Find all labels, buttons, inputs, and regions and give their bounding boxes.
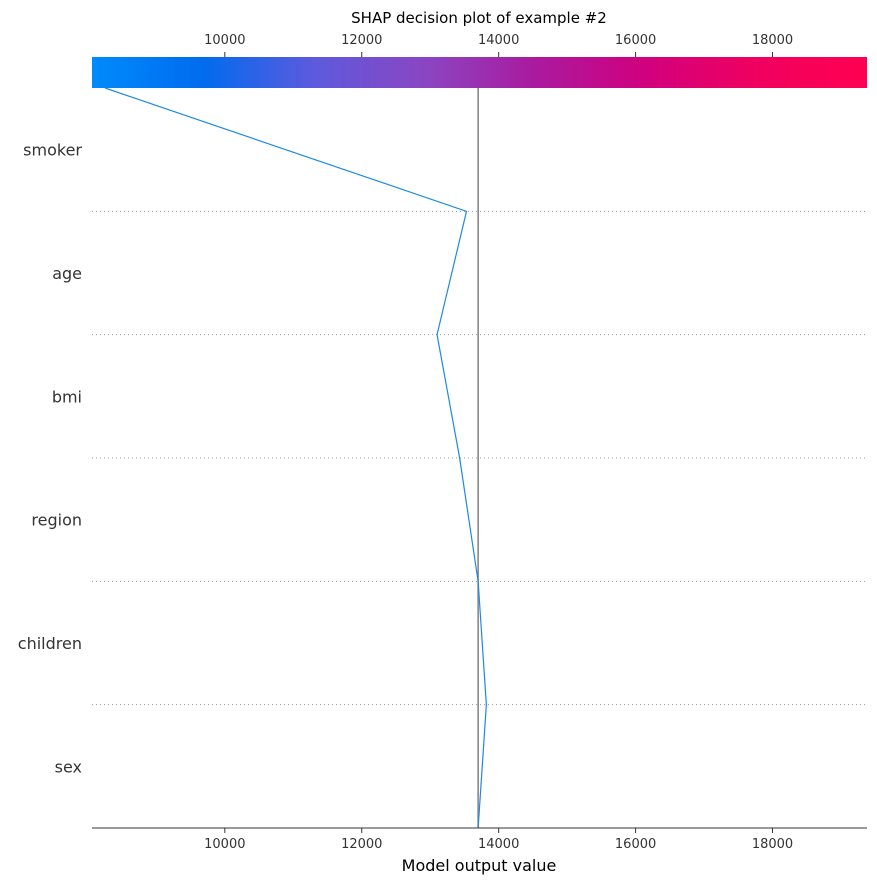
feature-label-bmi: bmi xyxy=(52,387,82,406)
bottom-tick-label: 18000 xyxy=(752,837,793,852)
bottom-tick-label: 14000 xyxy=(478,837,519,852)
feature-label-smoker: smoker xyxy=(23,141,82,160)
row-separators xyxy=(92,210,867,706)
top-tick-label: 10000 xyxy=(204,33,245,48)
feature-label-sex: sex xyxy=(55,757,82,776)
bottom-tick-label: 10000 xyxy=(204,837,245,852)
bottom-tick-label: 16000 xyxy=(615,837,656,852)
decision-path-line xyxy=(104,87,487,829)
colorbar xyxy=(92,57,867,88)
bottom-axis-ticks: 10000 12000 14000 16000 18000 xyxy=(204,828,793,852)
top-tick-label: 18000 xyxy=(752,33,793,48)
feature-label-age: age xyxy=(52,264,82,283)
x-axis-label: Model output value xyxy=(402,856,557,875)
bottom-tick-label: 12000 xyxy=(341,837,382,852)
top-tick-label: 12000 xyxy=(341,33,382,48)
top-tick-label: 16000 xyxy=(615,33,656,48)
top-tick-label: 14000 xyxy=(478,33,519,48)
feature-label-region: region xyxy=(31,511,82,530)
feature-labels: smoker age bmi region children sex xyxy=(18,141,83,777)
top-axis-ticks: 10000 12000 14000 16000 18000 xyxy=(204,33,793,57)
feature-label-children: children xyxy=(18,634,82,653)
chart-title: SHAP decision plot of example #2 xyxy=(351,9,607,27)
